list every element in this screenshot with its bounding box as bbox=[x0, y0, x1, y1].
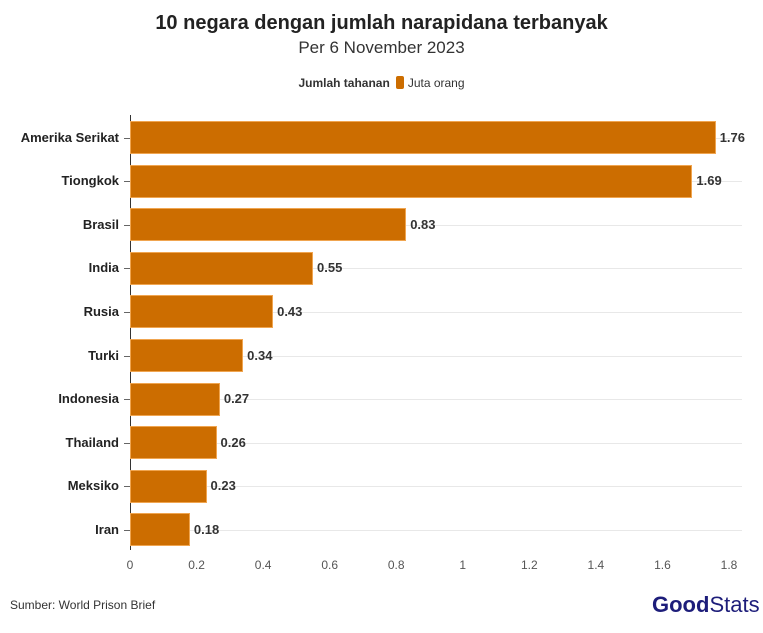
x-tick-label: 1.4 bbox=[587, 558, 605, 572]
x-tick-label: 0.6 bbox=[321, 558, 338, 572]
x-tick-label: 0 bbox=[126, 558, 134, 572]
gridline bbox=[130, 355, 742, 357]
bar[interactable] bbox=[130, 121, 716, 154]
gridline bbox=[130, 442, 742, 444]
legend-swatch bbox=[395, 76, 404, 89]
bar[interactable] bbox=[130, 251, 314, 285]
legend-item: Juta orang bbox=[407, 76, 465, 90]
chart-subtitle: Per 6 November 2023 bbox=[298, 38, 465, 57]
bar-value-label: 1.76 bbox=[719, 129, 745, 145]
bar-value-label: 0.55 bbox=[317, 260, 343, 276]
logo-light: Stats bbox=[709, 592, 760, 617]
y-tick bbox=[124, 181, 130, 183]
source-note: Sumber: World Prison Brief bbox=[10, 598, 156, 612]
y-tick bbox=[124, 224, 130, 226]
x-tick-label: 1.8 bbox=[720, 558, 738, 572]
bar-value-label: 0.43 bbox=[277, 303, 303, 319]
category-label: Brasil bbox=[82, 216, 119, 232]
bar[interactable] bbox=[130, 382, 220, 416]
bar[interactable] bbox=[130, 164, 693, 198]
bar[interactable] bbox=[130, 339, 244, 372]
category-label: Rusia bbox=[83, 303, 119, 319]
x-tick-label: 1.2 bbox=[520, 558, 538, 572]
category-label: Thailand bbox=[65, 434, 119, 450]
y-tick bbox=[124, 442, 130, 444]
y-tick bbox=[124, 529, 130, 531]
x-tick-label: 0.8 bbox=[387, 558, 405, 572]
category-label: Amerika Serikat bbox=[20, 129, 119, 145]
y-axis-line bbox=[130, 115, 131, 550]
logo-bold: Good bbox=[652, 592, 710, 617]
y-tick bbox=[124, 355, 130, 357]
gridline bbox=[130, 529, 742, 531]
bar-value-label: 0.23 bbox=[210, 478, 236, 494]
gridline bbox=[130, 399, 742, 401]
legend-title: Jumlah tahanan bbox=[298, 76, 390, 90]
x-tick-label: 1.6 bbox=[654, 558, 671, 572]
category-label: Indonesia bbox=[58, 391, 119, 407]
y-tick bbox=[124, 486, 130, 488]
bar[interactable] bbox=[130, 426, 217, 460]
bar[interactable] bbox=[130, 208, 407, 242]
category-label: Iran bbox=[95, 521, 119, 537]
category-label: Tiongkok bbox=[61, 173, 119, 189]
goodstats-logo: GoodStats bbox=[652, 592, 760, 618]
bar[interactable] bbox=[130, 513, 190, 547]
x-tick-label: 0.2 bbox=[188, 558, 205, 572]
y-tick bbox=[124, 137, 130, 139]
x-tick-label: 0.4 bbox=[254, 558, 272, 572]
gridline bbox=[130, 486, 742, 488]
y-tick bbox=[124, 311, 130, 313]
gridline bbox=[130, 224, 742, 226]
bar-value-label: 0.18 bbox=[193, 521, 220, 537]
bar[interactable] bbox=[130, 295, 274, 329]
chart-title: 10 negara dengan jumlah narapidana terba… bbox=[155, 12, 608, 34]
gridline bbox=[130, 268, 742, 270]
x-tick-label: 1 bbox=[459, 558, 467, 572]
category-label: Meksiko bbox=[67, 478, 119, 494]
bar-value-label: 1.69 bbox=[696, 173, 722, 189]
bar-value-label: 0.34 bbox=[247, 347, 273, 363]
bar-value-label: 0.83 bbox=[410, 216, 436, 232]
bar-value-label: 0.26 bbox=[220, 434, 246, 450]
bar[interactable] bbox=[130, 469, 207, 503]
gridline bbox=[130, 311, 742, 313]
y-tick bbox=[124, 268, 130, 270]
category-label: Turki bbox=[88, 347, 119, 363]
legend: Jumlah tahanan Juta orang bbox=[0, 76, 763, 90]
y-tick bbox=[124, 399, 130, 401]
category-label: India bbox=[88, 260, 119, 276]
bar-value-label: 0.27 bbox=[223, 391, 250, 407]
